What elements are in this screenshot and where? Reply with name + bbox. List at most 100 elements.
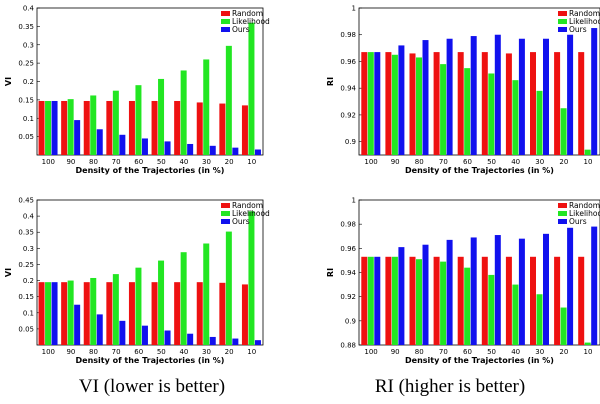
- bar-random-20: [219, 282, 226, 345]
- x-tick-label: 100: [364, 348, 377, 356]
- y-tick-label: 0.3: [23, 245, 34, 253]
- bar-likelihood-90: [67, 99, 74, 155]
- y-tick-label: 0.92: [340, 293, 356, 301]
- bar-random-40: [174, 100, 181, 155]
- bar-random-50: [481, 256, 488, 345]
- bar-random-50: [481, 52, 488, 155]
- bar-ours-30: [543, 233, 549, 345]
- legend-label-random: Random: [569, 201, 600, 210]
- bar-likelihood-10: [584, 149, 591, 155]
- x-tick-label: 60: [134, 348, 143, 356]
- bar-random-100: [361, 52, 368, 155]
- bar-likelihood-10: [584, 342, 591, 345]
- bar-likelihood-20: [560, 307, 567, 345]
- bar-ours-60: [470, 36, 477, 155]
- legend-label-likelihood: Likelihood: [232, 17, 270, 26]
- bar-random-100: [361, 256, 368, 345]
- y-tick-label: 0.25: [18, 261, 34, 269]
- bar-ours-10: [254, 340, 261, 345]
- legend-label-ours: Ours: [232, 217, 250, 226]
- bar-ours-20: [567, 227, 574, 345]
- bar-ours-60: [141, 325, 148, 345]
- y-tick-label: 0.35: [18, 229, 34, 237]
- y-tick-label: 0.88: [340, 342, 356, 350]
- bar-likelihood-60: [464, 68, 471, 155]
- bar-likelihood-70: [112, 90, 119, 155]
- x-axis-label: Density of the Trajectories (in %): [405, 356, 554, 365]
- x-tick-label: 10: [583, 158, 592, 166]
- y-tick-label: 0.1: [23, 309, 34, 317]
- bar-random-30: [530, 256, 536, 345]
- x-tick-label: 60: [463, 348, 472, 356]
- bar-random-80: [409, 53, 416, 155]
- x-tick-label: 80: [415, 158, 424, 166]
- bar-random-20: [554, 52, 561, 155]
- x-tick-label: 70: [112, 348, 121, 356]
- bar-ours-90: [398, 247, 405, 345]
- x-tick-label: 100: [364, 158, 377, 166]
- bar-likelihood-50: [158, 260, 165, 345]
- bar-ours-70: [119, 320, 126, 345]
- bar-ours-40: [518, 238, 525, 345]
- bar-likelihood-30: [536, 294, 543, 345]
- bar-ours-40: [187, 333, 194, 345]
- bar-random-40: [505, 53, 512, 155]
- x-tick-label: 50: [157, 158, 166, 166]
- bar-likelihood-30: [203, 59, 210, 156]
- bar-likelihood-80: [416, 57, 422, 156]
- legend-swatch-random: [558, 11, 567, 16]
- bar-likelihood-100: [45, 282, 52, 345]
- bar-likelihood-60: [135, 85, 142, 155]
- y-tick-label: 0.9: [345, 317, 356, 325]
- bar-random-90: [385, 256, 392, 345]
- bar-likelihood-50: [158, 78, 165, 155]
- bar-random-30: [196, 282, 203, 345]
- bar-random-20: [554, 256, 561, 345]
- bar-likelihood-90: [391, 54, 398, 155]
- x-tick-label: 50: [487, 348, 496, 356]
- bar-ours-70: [446, 38, 453, 156]
- bar-ours-80: [422, 244, 429, 345]
- legend-swatch-ours: [221, 219, 230, 224]
- x-axis-label: Density of the Trajectories (in %): [405, 166, 554, 175]
- legend-label-likelihood: Likelihood: [569, 17, 600, 26]
- x-tick-label: 60: [463, 158, 472, 166]
- bar-likelihood-40: [180, 70, 187, 155]
- legend-label-likelihood: Likelihood: [232, 209, 270, 218]
- y-tick-label: 0.94: [340, 269, 356, 277]
- x-tick-label: 70: [439, 158, 448, 166]
- bar-likelihood-20: [225, 231, 232, 345]
- bar-likelihood-90: [391, 256, 398, 345]
- bar-ours-50: [494, 235, 501, 345]
- bar-ours-30: [543, 38, 549, 156]
- y-tick-label: 0.3: [23, 41, 34, 49]
- y-axis-label: VI: [4, 268, 13, 277]
- bar-random-80: [83, 282, 90, 345]
- x-tick-label: 10: [247, 158, 256, 166]
- bar-ours-80: [96, 314, 103, 345]
- y-tick-label: 0.45: [18, 197, 34, 205]
- bar-likelihood-60: [464, 267, 471, 345]
- chart-panel-4: 0.88 0.9 0.92 0.94 0.96 0.98 1 100 90 80 70 60 50 40 3…: [326, 197, 600, 365]
- bar-likelihood-50: [488, 73, 495, 155]
- x-tick-label: 80: [89, 348, 98, 356]
- bar-random-90: [61, 282, 68, 345]
- bar-likelihood-20: [560, 108, 567, 155]
- bar-ours-30: [209, 145, 216, 155]
- y-tick-label: 0.96: [340, 58, 356, 66]
- x-tick-label: 30: [535, 348, 544, 356]
- bar-likelihood-70: [440, 261, 447, 345]
- bar-likelihood-70: [112, 274, 119, 345]
- bar-likelihood-50: [488, 274, 495, 345]
- bar-random-60: [128, 100, 135, 155]
- y-tick-label: 0.35: [18, 23, 34, 31]
- bar-ours-40: [518, 38, 525, 156]
- legend-swatch-random: [221, 203, 230, 208]
- x-tick-label: 60: [134, 158, 143, 166]
- bar-ours-10: [591, 226, 598, 345]
- bar-random-50: [151, 100, 158, 155]
- y-tick-label: 0.2: [23, 277, 34, 285]
- bar-likelihood-60: [135, 267, 142, 345]
- bar-likelihood-10: [248, 22, 255, 156]
